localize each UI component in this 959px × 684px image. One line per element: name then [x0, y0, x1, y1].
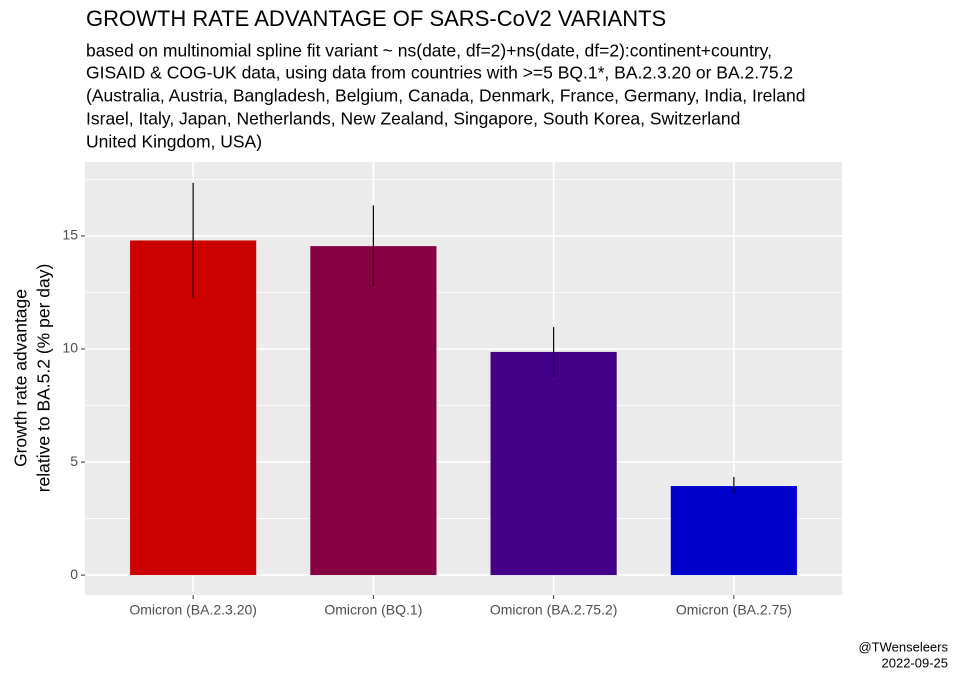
y-tick-label: 5 [70, 453, 78, 469]
caption: @TWenseleers [858, 639, 948, 654]
subtitle: Israel, Italy, Japan, Netherlands, New Z… [86, 109, 740, 129]
y-tick-label: 10 [62, 340, 78, 356]
y-tick-label: 0 [70, 566, 78, 582]
x-tick-label: Omicron (BA.2.75) [676, 602, 792, 618]
bar [490, 351, 617, 576]
y-tick-label: 15 [62, 227, 78, 243]
subtitle: based on multinomial spline fit variant … [86, 41, 772, 61]
chart-title: GROWTH RATE ADVANTAGE OF SARS-CoV2 VARIA… [86, 6, 666, 31]
x-tick-label: Omicron (BA.2.75.2) [490, 602, 618, 618]
x-tick-label: Omicron (BA.2.3.20) [129, 602, 257, 618]
caption: 2022-09-25 [882, 655, 949, 670]
subtitle: (Australia, Austria, Bangladesh, Belgium… [86, 86, 805, 106]
subtitle: GISAID & COG-UK data, using data from co… [86, 63, 793, 83]
subtitle: United Kingdom, USA) [86, 132, 262, 152]
y-axis-label: Growth rate advantage [11, 289, 31, 467]
x-tick-label: Omicron (BQ.1) [324, 602, 422, 618]
bar [670, 486, 797, 576]
y-axis-label: relative to BA.5.2 (% per day) [34, 264, 54, 493]
bar [310, 246, 437, 576]
